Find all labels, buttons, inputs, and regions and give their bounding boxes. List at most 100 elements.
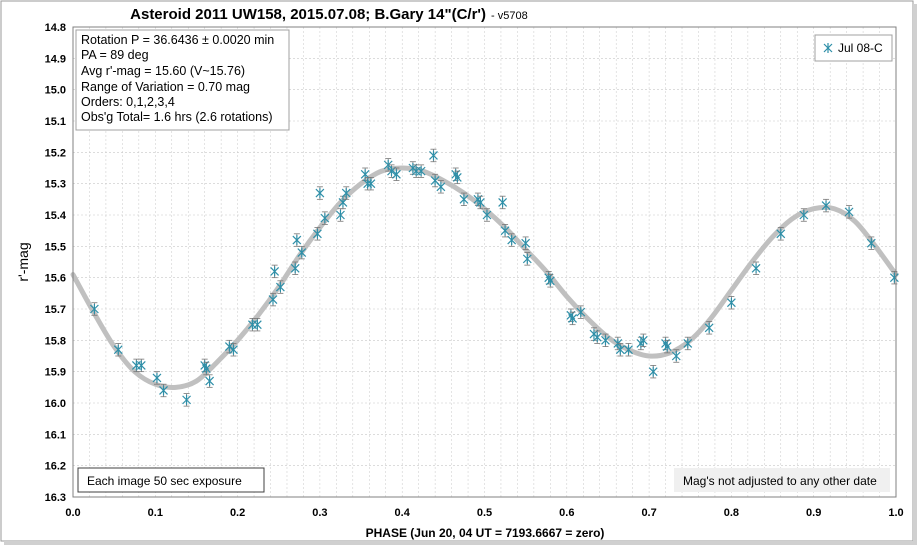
y-tick-label: 15.5 [45,241,66,253]
data-point [290,261,300,275]
data-point [726,296,736,310]
data-point [751,261,761,275]
x-tick-label: 1.0 [888,507,903,519]
data-point [844,205,854,219]
legend-label: Jul 08-C [838,41,883,55]
x-tick-label: 0.2 [230,507,245,519]
data-point [638,333,648,348]
data-point [866,236,876,250]
data-point [268,292,278,307]
x-axis-label: PHASE (Jun 20, 04 UT = 7193.6667 = zero) [366,526,605,540]
y-tick-label: 15.4 [45,210,67,222]
data-point [776,227,786,241]
data-point [416,164,426,178]
x-tick-label: 0.3 [312,507,327,519]
x-tick-label: 0.4 [395,507,411,519]
y-tick-label: 16.3 [45,492,66,504]
y-tick-label: 14.9 [45,53,66,65]
data-point [821,198,831,213]
data-point [297,245,307,260]
x-tick-label: 0.1 [148,507,163,519]
legend-marker-icon [823,43,833,53]
data-point [159,383,168,398]
data-point [336,208,345,222]
x-tick-label: 0.9 [806,507,821,519]
data-point [136,358,146,373]
data-point [459,192,469,207]
data-point [313,227,322,241]
y-tick-label: 16.1 [45,429,66,441]
data-point [252,317,262,332]
data-point [482,208,492,222]
data-point [201,361,211,376]
frame-shadow-right [913,4,917,544]
data-point [89,302,99,316]
y-tick-label: 15.3 [45,179,66,191]
exposure-note-box [77,467,265,493]
grid [72,27,897,497]
x-tick-label: 0.5 [477,507,492,519]
x-tick-label: 0.8 [724,507,739,519]
data-point [229,343,238,357]
y-tick-label: 16.2 [45,461,66,473]
data-point [545,274,555,288]
data-point [662,339,672,354]
info-range: Range of Variation = 0.70 mag [81,80,250,94]
exposure-note: Each image 50 sec exposure [87,474,242,488]
y-tick-label: 16.0 [45,398,66,410]
info-box [75,29,290,131]
data-point [648,364,658,379]
data-point [500,223,510,238]
data-point [182,393,191,407]
data-points-layer [89,148,899,407]
plot-border [72,26,897,498]
data-point [452,170,462,185]
info-orders: Orders: 0,1,2,3,4 [81,95,175,109]
data-point [429,148,438,163]
data-point [592,330,602,344]
y-tick-label: 15.2 [45,147,66,159]
y-tick-label: 15.6 [45,273,66,285]
data-point [671,349,681,363]
frame-shadow-bottom [4,541,917,545]
data-point [392,167,401,181]
data-point [624,343,633,357]
y-tick-label: 14.8 [45,22,66,34]
x-tick-label: 0.7 [641,507,656,519]
data-point [341,186,351,200]
x-tick-label: 0.0 [65,507,80,519]
data-point [387,164,396,178]
x-tick-label: 0.6 [559,507,574,519]
data-point [275,280,285,294]
data-point [522,252,532,266]
data-point [315,186,325,200]
data-point [799,208,809,222]
data-point [366,176,376,191]
y-tick-label: 15.9 [45,367,66,379]
data-point [475,195,485,210]
data-point [576,305,586,319]
data-point [113,343,123,357]
info-pa: PA = 89 deg [81,48,149,62]
y-tick-label: 15.8 [45,335,66,347]
data-point [568,311,577,326]
y-tick-label: 15.7 [45,304,66,316]
data-point [224,339,234,354]
data-point [704,321,714,335]
info-rotation: Rotation P = 36.6436 ± 0.0020 min [81,33,274,47]
data-point [683,336,693,351]
y-axis-label: r'-mag [15,242,31,281]
data-point [205,374,215,388]
chart-version: - v5708 [491,10,528,22]
info-avg-mag: Avg r'-mag = 15.60 (V~15.76) [81,64,245,78]
y-tick-labels: 14.8 14.9 15.0 15.1 15.2 15.3 15.4 15.5 15.6 15.7… [45,22,67,504]
data-point [601,333,610,348]
data-point [152,371,162,385]
data-point [320,211,330,225]
x-tick-labels: 0.0 0.1 0.2 0.3 0.4 0.5 0.6 0.7 0.8 0.9 1.0 [65,507,903,519]
legend-box [814,34,893,62]
adjust-note: Mag's not adjusted to any other date [683,474,877,488]
adjust-note-box [674,468,890,492]
